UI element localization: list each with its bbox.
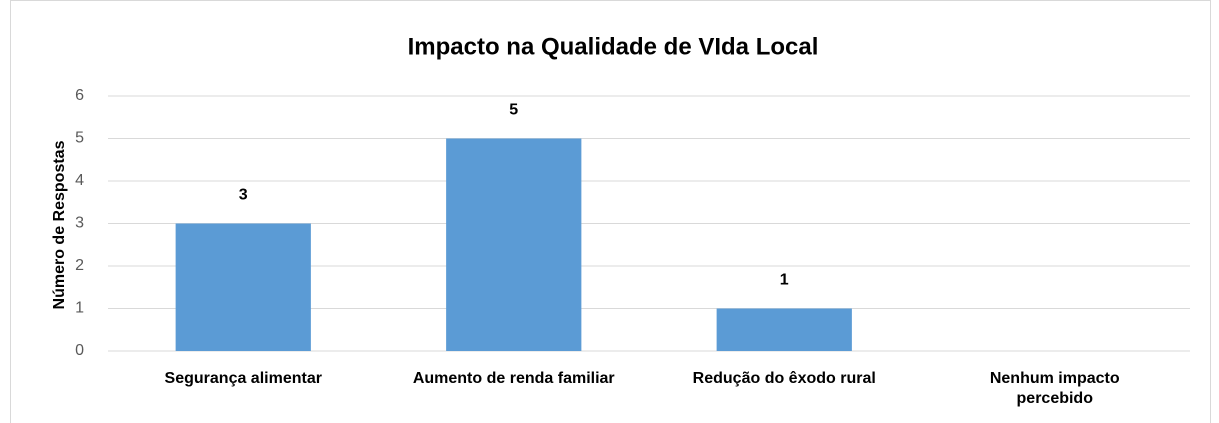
x-tick-label: Nenhum impacto percebido bbox=[989, 370, 1120, 407]
y-tick-label: 3 bbox=[75, 215, 84, 232]
data-label: 5 bbox=[509, 102, 518, 119]
y-tick-label: 6 bbox=[75, 87, 84, 104]
data-label: 3 bbox=[239, 187, 248, 204]
x-tick-label: Aumento de renda familiar bbox=[412, 370, 615, 387]
y-tick-label: 0 bbox=[75, 342, 84, 359]
chart-border bbox=[10, 0, 1211, 423]
bar bbox=[175, 223, 311, 351]
y-tick-label: 5 bbox=[75, 130, 84, 147]
y-tick-label: 1 bbox=[75, 300, 84, 317]
y-tick-label: 4 bbox=[75, 172, 84, 189]
x-tick-label: Redução do êxodo rural bbox=[692, 370, 876, 387]
bar bbox=[446, 138, 582, 351]
chart-title: Impacto na Qualidade de VIda Local bbox=[408, 33, 819, 60]
bar bbox=[716, 308, 852, 351]
y-axis-label: Número de Respostas bbox=[51, 140, 68, 309]
y-tick-label: 2 bbox=[75, 257, 84, 274]
x-tick-label: Segurança alimentar bbox=[164, 370, 322, 387]
data-label: 1 bbox=[780, 272, 789, 289]
